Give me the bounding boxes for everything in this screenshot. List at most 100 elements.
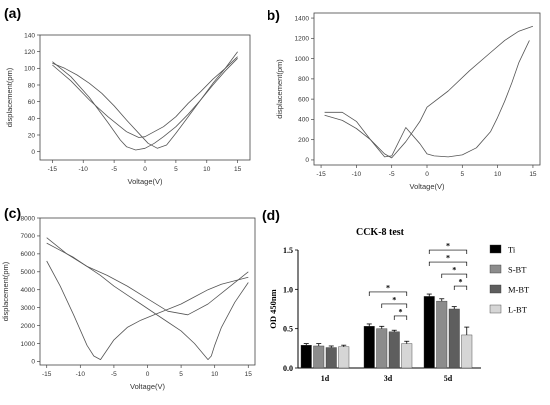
significance-star: * [452,266,456,275]
x-tick-label: 15 [529,171,537,178]
y-tick-label: 400 [298,117,309,124]
significance-star: * [446,242,450,251]
x-tick-label: 5 [461,171,465,178]
bar-l-bt-1d [338,346,350,369]
y-tick-label: 20 [28,132,36,139]
significance-star: * [459,278,463,287]
x-tick-label: 3d [384,374,393,383]
y-tick-label: 1000 [21,341,36,348]
y-tick-label: 0 [305,157,309,164]
legend-swatch-ti [489,244,502,254]
bar-ti-1d [300,344,312,369]
x-tick-label: 10 [203,166,211,173]
x-tick-label: -5 [111,371,117,378]
significance-bracket [428,249,468,255]
y-tick-label: 7000 [21,233,36,240]
panel-d: (d) CCK-8 test 0.0 0.5 1.0 1.5 OD 450nm 1d 3d 5d *… [258,200,550,400]
legend-label-s-bt: S-BT [508,265,527,275]
y-tick-label: 800 [298,76,309,83]
y-axis-label: OD 450nm [268,289,278,328]
x-tick-label: 5 [174,166,178,173]
legend-swatch-m-bt [489,284,502,294]
legend-swatch-l-bt [489,304,502,314]
x-tick-label: 15 [234,166,242,173]
y-tick-label: 40 [28,116,36,123]
legend-label-m-bt: M-BT [508,285,530,295]
y-tick-label: 1200 [295,36,310,43]
legend-label-l-bt: L-BT [508,305,528,315]
y-tick-label: 6000 [21,251,36,258]
y-tick-label: 2000 [21,323,36,330]
x-tick-label: -5 [111,166,117,173]
plot-frame [39,34,251,161]
panel-b: -15 -10 -5 0 5 10 15 0 200 400 600 800 1000 1200 1400 V… [262,0,550,195]
y-tick-label: 100 [24,66,35,73]
series-line-1 [46,260,249,361]
chart-a: -15 -10 -5 0 5 10 15 0 20 40 60 80 100 120 140 Voltage(… [4,5,251,186]
panel-label: (d) [262,207,280,223]
y-tick-label: 0.0 [283,364,293,373]
series-line-3 [46,237,249,316]
plot-frame [313,12,541,166]
significance-star: * [399,307,403,316]
y-tick-label: 1.0 [283,285,293,294]
bar-s-bt-3d [376,328,388,369]
legend-label-ti: Ti [508,245,516,255]
y-tick-label: 0 [31,359,35,366]
x-tick-label: -5 [389,171,395,178]
bar-m-bt-5d [448,308,460,369]
x-axis-label: Voltage(V) [409,182,445,191]
bar-m-bt-1d [325,347,337,369]
y-tick-label: 3000 [21,305,36,312]
y-tick-label: 0.5 [283,325,293,334]
y-tick-label: 1.5 [283,246,293,255]
y-tick-label: 0 [31,149,35,156]
y-tick-label: 80 [28,82,36,89]
significance-star: * [392,295,396,304]
x-tick-label: -10 [79,166,89,173]
bar-ti-3d [363,326,375,369]
x-tick-label: -15 [48,166,58,173]
bar-l-bt-5d [461,334,473,369]
x-axis-label: Voltage(V) [130,382,166,391]
bar-m-bt-3d [388,331,400,369]
x-tick-label: 10 [211,371,219,378]
x-tick-label: 10 [494,171,502,178]
significance-bracket [441,273,468,279]
significance-bracket [381,303,408,308]
x-tick-label: -15 [316,171,326,178]
panel-a: -15 -10 -5 0 5 10 15 0 20 40 60 80 100 120 140 Voltage(… [0,0,265,195]
y-tick-label: 140 [24,32,35,39]
bar-s-bt-1d [313,345,325,369]
bar-ti-5d [423,296,435,369]
y-axis-label: displacement(pm) [5,67,14,127]
x-axis-label: Voltage(V) [127,177,163,186]
chart-d: (d) CCK-8 test 0.0 0.5 1.0 1.5 OD 450nm 1d 3d 5d *… [262,207,530,383]
series-line-1 [52,58,238,151]
chart-c: -15 -10 -5 0 5 10 15 0 1000 2000 3000 4000 5000 6000 7… [1,205,256,391]
series-line-2 [324,40,530,158]
significance-bracket [368,291,408,296]
x-tick-label: 15 [245,371,253,378]
series-line-2 [52,51,238,149]
legend-swatch-s-bt [489,264,502,274]
x-tick-label: -10 [352,171,362,178]
y-axis-label: displacement(pm) [275,59,284,119]
y-tick-label: 4000 [21,287,36,294]
chart-title: CCK-8 test [356,227,405,238]
x-tick-label: -15 [42,371,52,378]
x-tick-label: 5 [179,371,183,378]
significance-bracket [428,261,468,267]
series-line-1 [324,25,534,159]
bar-s-bt-5d [436,300,448,369]
x-tick-label: 0 [425,171,429,178]
panel-label: (b) [268,7,280,23]
panel-label: (c) [4,205,21,221]
y-axis-label: displacement(pm) [1,261,10,321]
x-tick-label: -10 [76,371,86,378]
plot-frame [39,217,256,366]
panel-c: -15 -10 -5 0 5 10 15 0 1000 2000 3000 4000 5000 6000 7… [0,200,265,400]
panel-label: (a) [4,5,21,21]
significance-star: * [446,254,450,263]
x-tick-label: 0 [146,371,150,378]
